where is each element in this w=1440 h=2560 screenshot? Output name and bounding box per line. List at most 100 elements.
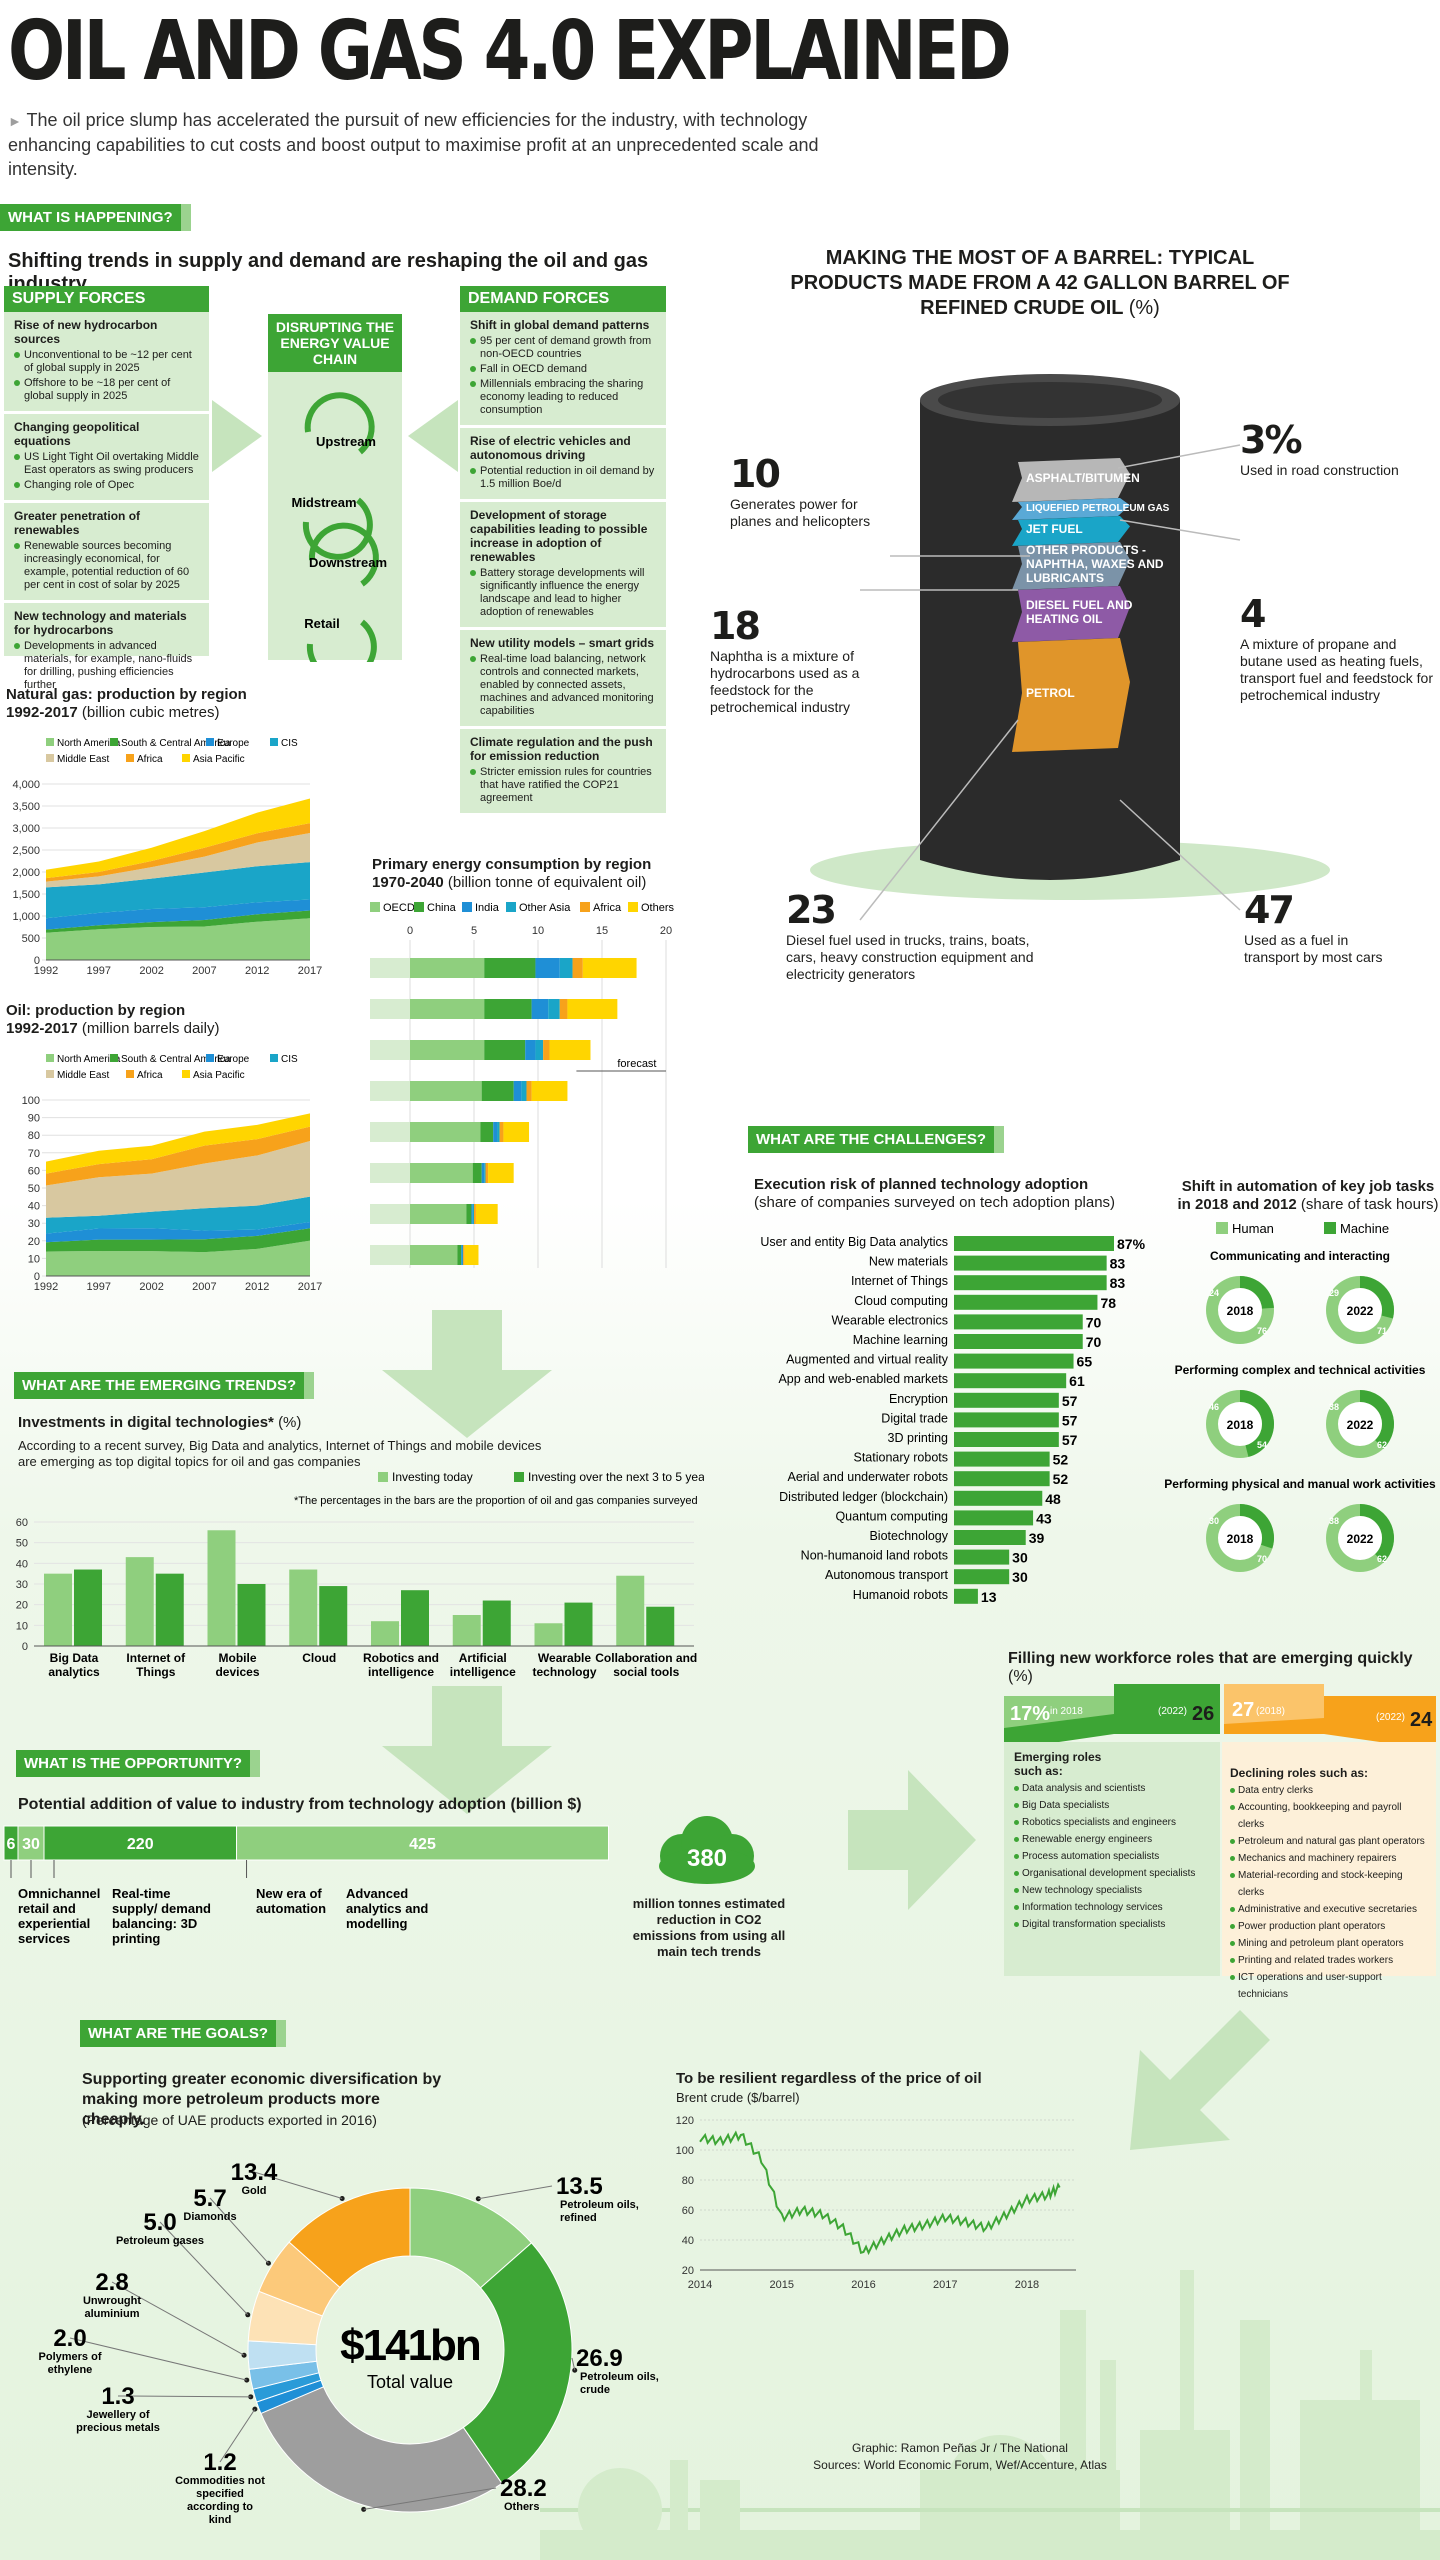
y-tick-label: 10 bbox=[16, 1620, 28, 1632]
y-tick-label: 30 bbox=[28, 1218, 40, 1230]
y-tick-label: 40 bbox=[16, 1558, 28, 1570]
callout-diesel: 23 Diesel fuel used in trucks, trains, b… bbox=[786, 888, 1046, 983]
x-tick-label: 2007 bbox=[192, 1281, 216, 1293]
donut-text-label: Petroleum gases bbox=[116, 2235, 204, 2247]
brent-title: To be resilient regardless of the price … bbox=[676, 2070, 982, 2087]
category-label: Robotics and intelligence bbox=[363, 1651, 439, 1679]
demand-block-item: Potential reduction in oil demand by 1.5… bbox=[470, 465, 656, 491]
declining-role: Printing and related trades workers bbox=[1230, 1952, 1428, 1969]
bar-future bbox=[155, 1573, 184, 1646]
risk-category-label: Aerial and underwater robots bbox=[787, 1470, 948, 1484]
bar-segment-oecd bbox=[410, 958, 485, 978]
y-tick-label: 4,000 bbox=[12, 779, 40, 791]
risk-bar bbox=[954, 1236, 1114, 1251]
donut-text-line: Petroleum oils, bbox=[580, 2371, 659, 2383]
x-tick-label: 2007 bbox=[192, 965, 216, 977]
refinery-skyline bbox=[540, 2270, 1440, 2560]
supply-block-item: US Light Tight Oil overtaking Middle Eas… bbox=[14, 451, 199, 477]
risk-value-label: 61 bbox=[1069, 1373, 1085, 1389]
category-label: Mobile devices bbox=[215, 1651, 259, 1679]
gas-unit: (billion cubic metres) bbox=[81, 704, 220, 721]
opportunity-caption-line: Real-time bbox=[112, 1886, 171, 1901]
oil-title-text: Oil: production by region bbox=[6, 1002, 186, 1019]
bar-segment-india bbox=[513, 1081, 522, 1101]
risk-value-label: 30 bbox=[1012, 1569, 1028, 1585]
callout-naphtha-text: Naphtha is a mixture of hydrocarbons use… bbox=[710, 648, 860, 715]
energy-chart-title: Primary energy consumption by region 1970… bbox=[372, 856, 672, 892]
legend-label: Asia Pacific bbox=[193, 1070, 245, 1081]
emerging-role: Process automation specialists bbox=[1014, 1848, 1210, 1865]
bar-segment-africa bbox=[474, 1204, 476, 1224]
bar-bg bbox=[370, 1204, 410, 1224]
oil-chart-title: Oil: production by region 1992-2017 (mill… bbox=[6, 1002, 306, 1038]
opportunity-title-text: Potential addition of value to industry … bbox=[18, 1796, 506, 1813]
bar-segment-africa bbox=[499, 1122, 504, 1142]
legend-swatch bbox=[126, 754, 134, 762]
opportunity-unit: (billion $) bbox=[510, 1796, 582, 1813]
y-tick-label: 80 bbox=[682, 2175, 694, 2187]
donut-hole bbox=[1338, 1516, 1382, 1560]
bar-bg bbox=[370, 1163, 410, 1183]
donut-text-label: Jewellery of precious metals bbox=[76, 2409, 160, 2434]
callout-petrol: 47 Used as a fuel in transport by most c… bbox=[1244, 888, 1384, 966]
opportunity-caption-line: retail and bbox=[18, 1901, 76, 1916]
y-tick-label: 20 bbox=[16, 1600, 28, 1612]
risk-bar bbox=[954, 1373, 1067, 1389]
opportunity-chart: 6 30 220 425 Omnichannel retail and experienti… bbox=[3, 1825, 609, 1946]
y-tick-label: 90 bbox=[28, 1113, 40, 1125]
bar-segment-china bbox=[457, 1245, 462, 1265]
gas-chart: North America South & Central AmericaEuro… bbox=[12, 738, 322, 977]
forecast-label: forecast bbox=[617, 1058, 656, 1070]
donut-leader bbox=[69, 2337, 247, 2381]
demand-block-item: Fall in OECD demand bbox=[470, 363, 656, 376]
legend-swatch bbox=[182, 754, 190, 762]
supply-block: Greater penetration of renewables Renewab… bbox=[4, 503, 209, 603]
donut-leader bbox=[209, 2197, 269, 2264]
barrel-layers: ASPHALT/BITUMEN LIQUEFIED PETROLEUM GAS JE… bbox=[859, 444, 1241, 921]
y-tick-label: 0 bbox=[34, 955, 40, 967]
down-arrow-2 bbox=[382, 1686, 552, 1814]
risk-category-label: Distributed ledger (blockchain) bbox=[779, 1490, 948, 1504]
donut-machine bbox=[1360, 1276, 1394, 1319]
y-tick-label: 120 bbox=[676, 2115, 694, 2127]
energy-title-text: Primary energy consumption by region bbox=[372, 856, 652, 873]
legend-swatch bbox=[110, 738, 118, 746]
bar-segment-oecd bbox=[410, 1163, 473, 1183]
co2-text: million tonnes estimated reduction in CO… bbox=[632, 1896, 786, 1959]
opportunity-caption: Omnichannel retail and experiential service… bbox=[18, 1886, 100, 1946]
x-tick-label: 2015 bbox=[769, 2279, 793, 2291]
donut-human-value: 62 bbox=[1377, 1554, 1387, 1564]
bar-today bbox=[125, 1557, 154, 1646]
donut-text-line: Commodities not bbox=[175, 2475, 265, 2487]
donut-value-label: 1.3 bbox=[101, 2383, 134, 2410]
supply-block-title: New technology and materials for hydroca… bbox=[14, 609, 187, 637]
risk-value-label: 43 bbox=[1036, 1510, 1052, 1526]
down-left-arrow bbox=[1130, 2010, 1270, 2150]
demand-block-list: Battery storage developments will signif… bbox=[470, 567, 656, 619]
barrel-layer bbox=[1012, 586, 1130, 642]
supply-arrow bbox=[212, 400, 262, 472]
bar-segment-africa bbox=[543, 1040, 550, 1060]
donut-hole bbox=[1338, 1288, 1382, 1332]
section-tag-goals: WHAT ARE THE GOALS? bbox=[80, 2020, 286, 2047]
opportunity-title: Potential addition of value to industry … bbox=[18, 1796, 582, 1814]
opportunity-caption-line: automation bbox=[256, 1901, 326, 1916]
y-tick-label: 100 bbox=[676, 2145, 694, 2157]
risk-bar bbox=[954, 1490, 1043, 1506]
donut-text-label: Diamonds bbox=[183, 2211, 236, 2223]
bar-segment-china bbox=[466, 1204, 472, 1224]
donut-text-line: ethylene bbox=[48, 2364, 93, 2376]
page-title: OIL AND GAS 4.0 EXPLAINED bbox=[8, 4, 1012, 99]
gas-title-text: Natural gas: production by region bbox=[6, 686, 247, 703]
legend-label: Investing over the next 3 to 5 years bbox=[528, 1470, 704, 1484]
demand-block-title: Climate regulation and the push for emis… bbox=[470, 735, 653, 763]
energy-subtitle: 1970-2040 bbox=[372, 874, 444, 891]
vc-midstream: Midstream bbox=[291, 495, 356, 510]
legend-label: Middle East bbox=[57, 1070, 109, 1081]
emerging-role: Robotics specialists and engineers bbox=[1014, 1814, 1210, 1831]
supply-block-title: Greater penetration of renewables bbox=[14, 509, 141, 537]
bar-future bbox=[564, 1602, 593, 1646]
bar-segment-others bbox=[549, 1040, 591, 1060]
invest-title-text: Investments in digital technologies* bbox=[18, 1414, 274, 1431]
donut-text-label: Petroleum oils, crude bbox=[580, 2371, 659, 2396]
